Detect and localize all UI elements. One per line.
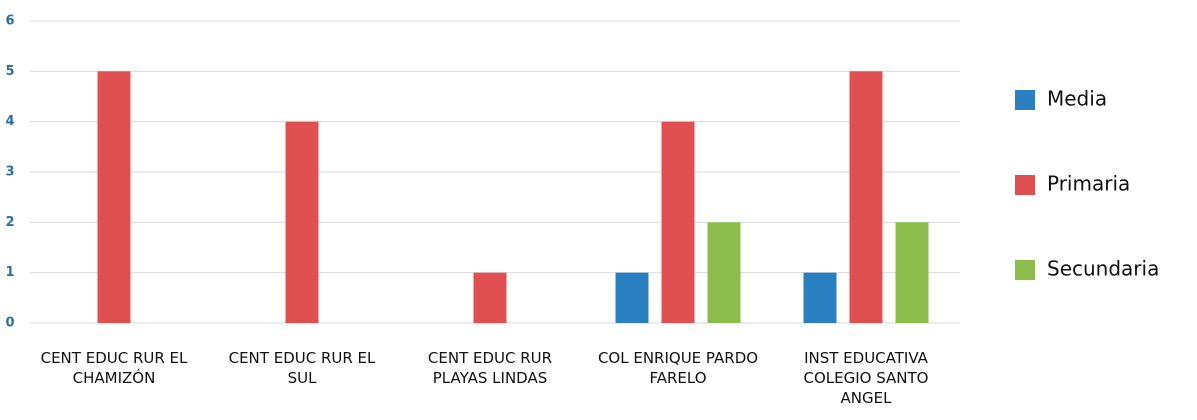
legend-label: Media <box>1047 87 1107 111</box>
x-tick-label: COL ENRIQUE PARDO FARELO <box>597 349 759 387</box>
bar <box>473 272 507 323</box>
x-tick-label: INST EDUCATIVA COLEGIO SANTO ANGEL <box>803 349 929 407</box>
x-tick-label: CENT EDUC RUR EL SUL <box>228 349 376 387</box>
bar <box>849 71 883 323</box>
legend-swatch <box>1015 90 1035 110</box>
bar <box>803 272 837 323</box>
y-tick-label: 2 <box>5 215 14 230</box>
bar <box>707 222 741 323</box>
x-tick-label: CENT EDUC RUR PLAYAS LINDAS <box>427 349 553 387</box>
legend-label: Primaria <box>1047 172 1130 196</box>
bar <box>661 121 695 324</box>
legend-swatch <box>1015 260 1035 280</box>
bar <box>97 71 131 323</box>
y-tick-label: 6 <box>5 14 14 29</box>
legend-swatch <box>1015 175 1035 195</box>
y-tick-label: 1 <box>5 265 14 280</box>
bar <box>615 272 649 323</box>
y-tick-label: 4 <box>5 114 14 129</box>
bar <box>895 222 929 323</box>
legend-label: Secundaria <box>1047 257 1159 281</box>
y-tick-label: 5 <box>5 64 14 79</box>
x-tick-label: CENT EDUC RUR EL CHAMIZÓN <box>40 349 188 387</box>
bar <box>285 121 319 324</box>
y-tick-label: 0 <box>5 316 14 331</box>
y-tick-label: 3 <box>5 165 14 180</box>
